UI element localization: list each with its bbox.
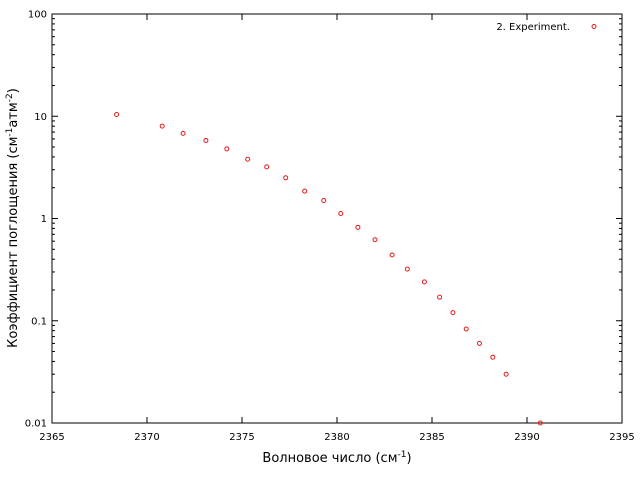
data-point xyxy=(159,123,165,129)
x-tick-label: 2390 xyxy=(514,432,539,443)
plot-area xyxy=(51,13,623,424)
x-tick-label: 2370 xyxy=(134,432,159,443)
y-tick-label: 10 xyxy=(34,112,47,123)
data-point xyxy=(283,175,289,181)
data-point xyxy=(537,420,543,426)
data-point xyxy=(503,371,509,377)
data-point xyxy=(437,294,443,300)
legend: 2. Experiment. xyxy=(496,22,597,33)
data-point xyxy=(245,156,251,162)
data-points xyxy=(114,112,543,426)
data-point xyxy=(477,340,482,346)
x-tick-label: 2385 xyxy=(419,432,444,443)
ticks: 2365 2370 2375 2380 2385 2390 2395 0.01 0.1 1 10 10… xyxy=(25,10,635,444)
y-tick-label: 0.01 xyxy=(25,419,47,430)
data-point xyxy=(224,146,230,152)
legend-label: 2. Experiment. xyxy=(496,22,570,33)
data-point xyxy=(264,164,270,170)
legend-marker xyxy=(591,24,597,29)
x-tick-label: 2380 xyxy=(324,432,349,443)
data-point xyxy=(450,310,456,316)
x-tick-label: 2395 xyxy=(609,432,634,443)
data-point xyxy=(114,112,120,118)
data-point xyxy=(389,252,395,258)
x-axis-title: Волновое число (см-1) xyxy=(262,450,411,466)
data-point xyxy=(203,137,209,143)
data-point xyxy=(404,266,410,272)
data-point xyxy=(463,326,469,332)
data-point xyxy=(321,197,327,203)
data-point xyxy=(302,188,308,194)
data-point xyxy=(490,354,496,360)
y-axis-title: Коэффициент поглощения (см-1атм-2) xyxy=(5,88,21,348)
y-tick-label: 100 xyxy=(28,10,47,21)
data-point xyxy=(180,130,186,136)
data-point xyxy=(372,237,378,243)
x-tick-label: 2365 xyxy=(39,432,64,443)
y-tick-label: 0.1 xyxy=(31,316,47,327)
y-tick-label: 1 xyxy=(41,214,47,225)
data-point xyxy=(421,279,427,285)
data-point xyxy=(338,210,344,216)
x-tick-label: 2375 xyxy=(229,432,254,443)
data-point xyxy=(355,224,361,230)
